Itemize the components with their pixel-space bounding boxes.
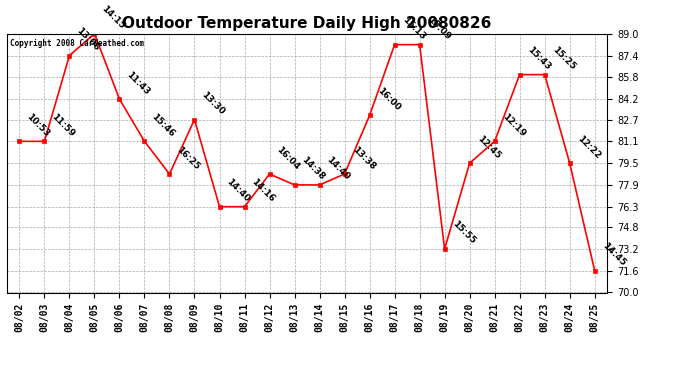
Text: 11:59: 11:59: [50, 112, 77, 138]
Text: 14:15: 14:15: [100, 4, 127, 31]
Text: 12:45: 12:45: [475, 134, 502, 160]
Text: 14:40: 14:40: [325, 156, 352, 182]
Text: 16:00: 16:00: [375, 86, 402, 112]
Text: 14:16: 14:16: [250, 177, 277, 204]
Text: 16:25: 16:25: [175, 145, 201, 171]
Text: 12:22: 12:22: [575, 134, 602, 160]
Text: 15:46: 15:46: [150, 112, 177, 138]
Text: 14:40: 14:40: [225, 177, 252, 204]
Text: 13:38: 13:38: [350, 145, 377, 171]
Text: 15:25: 15:25: [550, 45, 577, 72]
Text: Copyright 2008 CarWeathed.com: Copyright 2008 CarWeathed.com: [10, 39, 144, 48]
Text: 15:43: 15:43: [525, 45, 552, 72]
Text: 12:19: 12:19: [500, 112, 527, 138]
Text: 15:13: 15:13: [400, 15, 426, 42]
Text: 16:04: 16:04: [275, 145, 302, 171]
Text: 10:53: 10:53: [25, 112, 52, 138]
Text: 14:38: 14:38: [300, 156, 327, 182]
Text: 14:45: 14:45: [600, 241, 627, 268]
Text: 15:55: 15:55: [450, 219, 477, 246]
Text: 11:43: 11:43: [125, 70, 152, 96]
Text: 15:09: 15:09: [425, 15, 452, 42]
Title: Outdoor Temperature Daily High 20080826: Outdoor Temperature Daily High 20080826: [122, 16, 492, 31]
Text: 13:30: 13:30: [200, 90, 226, 117]
Text: 13:06: 13:06: [75, 26, 101, 53]
